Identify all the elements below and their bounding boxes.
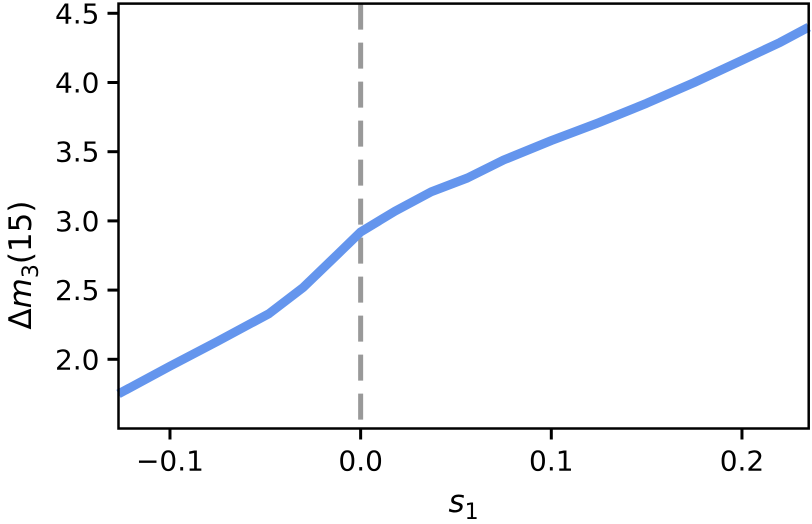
x-tick-label: 0.0 <box>338 445 383 478</box>
y-axis-label: Δm3(15) <box>3 201 44 330</box>
y-axis-label-segment: Δ <box>3 308 39 329</box>
y-tick-label: 2.5 <box>55 274 100 307</box>
y-tick-label: 2.0 <box>55 343 100 376</box>
y-axis-label-segment: m <box>3 278 39 308</box>
data-series-layer <box>116 23 811 398</box>
y-axis-label-segment: (15) <box>3 201 39 265</box>
axis-ticks-layer <box>107 11 744 440</box>
plot-border-layer <box>117 2 810 430</box>
x-axis-label-segment: s <box>449 484 465 520</box>
y-tick-label: 4.5 <box>55 0 100 30</box>
y-tick-label: 3.5 <box>55 136 100 169</box>
x-axis-label-segment: 1 <box>465 500 479 520</box>
y-axis-label-segment: 3 <box>19 264 44 278</box>
x-tick-label: 0.2 <box>720 445 765 478</box>
axis-labels-layer: −0.1 0.0 0.1 0.2 2.0 2.5 3.0 3.5 4.0 4.5 s1 Δm3(15) <box>3 0 765 524</box>
x-tick-label: −0.1 <box>136 445 204 478</box>
x-tick-label: 0.1 <box>529 445 574 478</box>
data-line <box>116 23 811 398</box>
y-tick-label: 4.0 <box>55 66 100 99</box>
y-tick-label: 3.0 <box>55 205 100 238</box>
x-axis-label: s1 <box>449 484 479 520</box>
plot-border <box>117 2 810 430</box>
